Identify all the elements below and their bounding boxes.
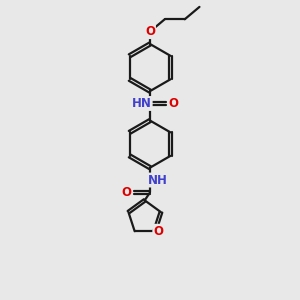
Text: O: O xyxy=(121,186,131,199)
Text: HN: HN xyxy=(132,97,152,110)
Text: O: O xyxy=(153,225,163,238)
Text: O: O xyxy=(145,25,155,38)
Text: NH: NH xyxy=(148,173,168,187)
Text: O: O xyxy=(169,97,179,110)
